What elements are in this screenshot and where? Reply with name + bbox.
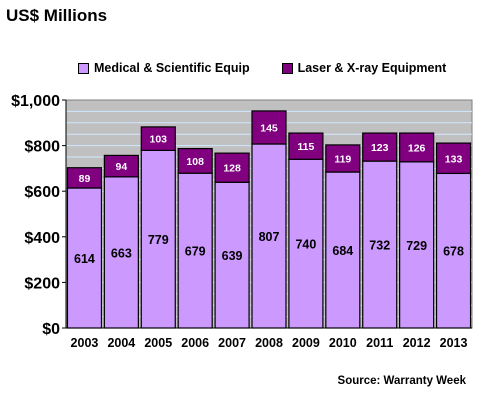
bar-laser: [288, 132, 324, 160]
x-tick-label: 2003: [71, 336, 99, 350]
y-tick-label: $1,000: [11, 93, 60, 110]
legend-item-laser: Laser & X-ray Equipment: [281, 61, 447, 75]
data-label-laser: 115: [297, 141, 314, 153]
y-tick-label: $600: [24, 184, 60, 201]
bar-medical: [399, 161, 435, 329]
data-label-medical: 684: [332, 244, 353, 258]
data-label-medical: 678: [443, 245, 464, 259]
x-tick-label: 2008: [255, 336, 283, 350]
data-label-laser: 94: [116, 161, 128, 173]
legend-label-medical: Medical & Scientific Equip: [94, 61, 250, 75]
data-label-laser: 119: [334, 153, 351, 165]
y-tick-label: $800: [24, 139, 60, 156]
data-label-medical: 807: [259, 230, 280, 244]
bar-laser: [66, 167, 103, 189]
bar-laser: [251, 110, 287, 145]
legend: Medical & Scientific Equip Laser & X-ray…: [78, 61, 478, 75]
x-tick-label: 2005: [144, 336, 172, 350]
data-label-laser: 128: [223, 163, 241, 175]
bar-medical: [251, 143, 287, 329]
x-tick-label: 2011: [366, 336, 393, 350]
data-label-medical: 663: [111, 246, 132, 260]
bar-laser: [214, 152, 250, 183]
data-label-medical: 614: [74, 252, 95, 266]
x-tick-label: 2009: [292, 336, 320, 350]
legend-swatch-medical: [78, 62, 89, 74]
x-tick-label: 2013: [440, 336, 468, 350]
x-tick-label: 2007: [218, 336, 246, 350]
data-label-medical: 639: [222, 249, 243, 263]
bar-laser: [140, 126, 176, 151]
bar-medical: [288, 158, 324, 329]
chart-title: US$ Millions: [6, 6, 108, 25]
x-tick-label: 2006: [181, 336, 209, 350]
x-tick-label: 2012: [403, 336, 431, 350]
legend-item-medical: Medical & Scientific Equip: [78, 61, 250, 75]
y-tick-label: $200: [24, 275, 60, 292]
bar-laser: [177, 147, 213, 174]
legend-label-laser: Laser & X-ray Equipment: [297, 61, 447, 75]
bar-medical: [103, 176, 139, 329]
data-label-laser: 89: [79, 173, 91, 185]
data-label-medical: 732: [369, 239, 390, 253]
y-tick-label: $400: [24, 230, 60, 247]
bar-laser: [362, 132, 398, 162]
data-label-laser: 108: [186, 156, 204, 168]
bar-laser: [399, 132, 435, 163]
bar-medical: [66, 187, 103, 329]
x-tick-label: 2004: [107, 336, 135, 350]
data-label-laser: 145: [260, 122, 278, 134]
data-label-medical: 740: [295, 238, 316, 252]
data-label-medical: 729: [406, 239, 427, 253]
data-label-medical: 679: [185, 245, 206, 259]
bar-laser: [435, 142, 472, 175]
bar-laser: [325, 144, 361, 173]
x-tick-label: 2010: [329, 336, 357, 350]
bar-medical: [362, 160, 398, 329]
y-tick-label: $0: [42, 321, 60, 338]
data-label-medical: 779: [148, 233, 169, 247]
bar-medical: [177, 172, 213, 329]
data-label-laser: 123: [371, 142, 389, 154]
bar-laser: [103, 154, 139, 178]
data-label-laser: 133: [445, 153, 463, 165]
bar-medical: [435, 172, 472, 329]
data-label-laser: 103: [150, 134, 168, 146]
legend-swatch-laser: [281, 62, 293, 74]
data-label-laser: 126: [408, 142, 426, 154]
source-note: Source: Warranty Week: [337, 375, 466, 387]
